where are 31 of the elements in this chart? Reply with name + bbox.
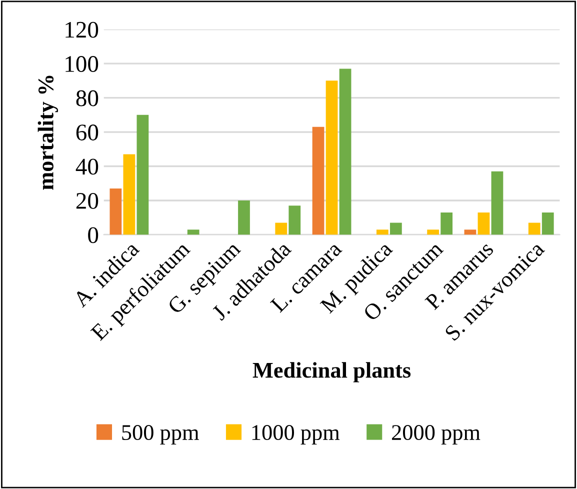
bar (542, 212, 554, 235)
y-tick-label: 0 (88, 227, 98, 244)
legend-label: 2000 ppm (392, 425, 480, 445)
bar (238, 200, 250, 235)
bar (390, 222, 402, 235)
bar (464, 230, 476, 235)
bar (288, 206, 301, 235)
bar (326, 80, 338, 235)
bar (187, 230, 200, 235)
y-tick-label: 120 (66, 22, 98, 38)
legend-label: 500 ppm (122, 425, 199, 445)
bar (136, 114, 149, 235)
y-tick-label: 40 (76, 158, 98, 175)
bar (440, 212, 453, 235)
y-tick-label: 100 (66, 56, 98, 72)
bar (427, 230, 440, 235)
bar (528, 222, 540, 235)
x-axis-title: Medicinal plants (252, 362, 411, 382)
y-tick-label: 20 (76, 192, 98, 209)
y-tick-label: 80 (76, 90, 98, 106)
bar (110, 188, 122, 235)
bar (312, 126, 324, 235)
bar (123, 154, 136, 235)
y-tick-label: 60 (76, 124, 98, 140)
y-axis-title: mortality % (38, 76, 58, 190)
bar (478, 212, 490, 235)
bar (339, 68, 352, 235)
legend-label: 1000 ppm (252, 425, 340, 445)
bar (275, 222, 288, 235)
bar (491, 171, 504, 235)
bar (376, 230, 388, 235)
